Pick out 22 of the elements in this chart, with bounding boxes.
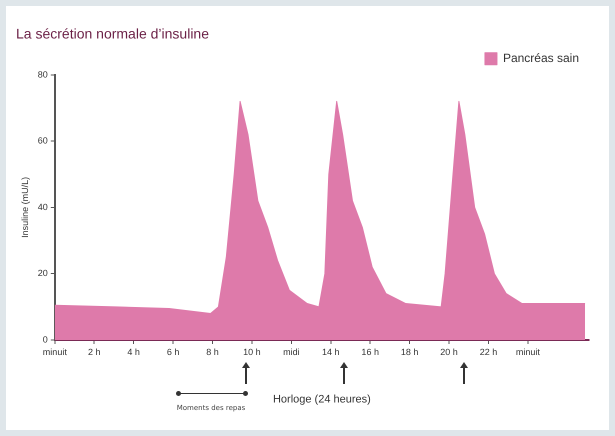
y-tick-label: 80 [38,69,48,80]
y-axis-title: Insuline (mU/L) [20,176,30,238]
x-tick-label: 14 h [322,346,340,357]
x-tick-label: 8 h [206,346,219,357]
y-tick-label: 20 [38,268,48,278]
x-tick-label: 2 h [88,346,100,357]
x-tick-label: 20 h [440,346,458,357]
x-tick-label: minuit [42,346,68,357]
y-tick-label: 40 [38,202,48,212]
x-tick-label: 16 h [361,346,379,357]
y-tick-label: 60 [38,136,48,146]
x-tick-label: 10 h [243,346,261,357]
x-axis-title: Horloge (24 heures) [272,393,371,406]
x-tick-label: midi [283,346,300,357]
x-tick-label: 4 h [127,346,140,357]
x-tick-label: 6 h [166,346,180,357]
y-tick-label: 0 [42,334,48,344]
chart-title: La sécrétion normale d’insuline [16,25,210,42]
x-tick-label: 22 h [480,346,498,357]
x-tick-label: minuit [516,346,540,357]
legend-label: Pancréas sain [502,51,580,66]
x-tick-label: 18 h [400,346,418,357]
